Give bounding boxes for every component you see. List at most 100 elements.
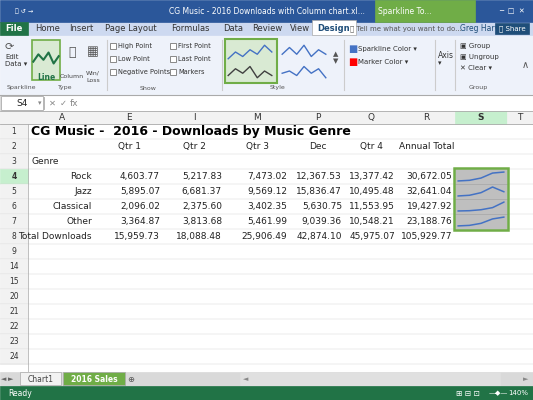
Bar xyxy=(0,124,533,139)
Bar xyxy=(0,22,28,35)
Bar xyxy=(290,111,345,124)
Text: 24: 24 xyxy=(9,352,19,361)
Bar xyxy=(0,349,28,364)
Text: ►: ► xyxy=(523,376,528,382)
Text: R: R xyxy=(423,113,430,122)
Bar xyxy=(0,304,533,319)
Bar xyxy=(375,0,475,22)
Text: 🔗 Share: 🔗 Share xyxy=(499,25,526,32)
Bar xyxy=(0,199,533,214)
Bar xyxy=(0,35,533,95)
Bar xyxy=(0,154,28,169)
Text: 4: 4 xyxy=(11,172,17,181)
Text: 32,641.04: 32,641.04 xyxy=(407,187,452,196)
Bar xyxy=(110,69,116,75)
Text: Style: Style xyxy=(270,86,286,90)
Bar xyxy=(0,229,28,244)
Text: 23: 23 xyxy=(9,337,19,346)
Text: 11,553.95: 11,553.95 xyxy=(349,202,395,211)
Text: ▲
▼: ▲ ▼ xyxy=(333,52,338,64)
Bar xyxy=(20,372,61,385)
Text: Classical: Classical xyxy=(53,202,92,211)
Text: 3,364.87: 3,364.87 xyxy=(120,217,160,226)
Bar xyxy=(0,289,28,304)
Text: 9,569.12: 9,569.12 xyxy=(247,187,287,196)
Text: 42,874.10: 42,874.10 xyxy=(296,232,342,241)
Text: E: E xyxy=(126,113,132,122)
Bar xyxy=(0,111,28,124)
Bar xyxy=(0,139,28,154)
Bar xyxy=(0,154,533,169)
Text: 15,959.73: 15,959.73 xyxy=(114,232,160,241)
Bar xyxy=(240,372,500,386)
Text: ■: ■ xyxy=(348,44,357,54)
Text: 14: 14 xyxy=(9,262,19,271)
Text: 21: 21 xyxy=(9,307,19,316)
Bar xyxy=(1,96,43,110)
Text: CG Music -  2016 - Downloads by Music Genre: CG Music - 2016 - Downloads by Music Gen… xyxy=(31,125,351,138)
Text: High Point: High Point xyxy=(118,43,152,49)
Text: 4,603.77: 4,603.77 xyxy=(120,172,160,181)
Text: Axis: Axis xyxy=(438,50,454,60)
Bar xyxy=(32,40,60,80)
Text: 140%: 140% xyxy=(508,390,528,396)
Text: 6,681.37: 6,681.37 xyxy=(182,187,222,196)
Text: ►: ► xyxy=(9,376,14,382)
Text: 7,473.02: 7,473.02 xyxy=(247,172,287,181)
Text: Genre: Genre xyxy=(31,157,59,166)
Text: Q: Q xyxy=(368,113,375,122)
Bar xyxy=(170,43,176,49)
Text: 19,427.92: 19,427.92 xyxy=(407,202,452,211)
Bar xyxy=(0,95,533,111)
Text: 22: 22 xyxy=(9,322,19,331)
Bar xyxy=(0,289,533,304)
Bar xyxy=(0,259,533,274)
Bar xyxy=(0,274,533,289)
Bar xyxy=(110,43,116,49)
Text: 8: 8 xyxy=(12,232,17,241)
Text: 12,367.53: 12,367.53 xyxy=(296,172,342,181)
Text: ▾: ▾ xyxy=(38,100,42,106)
Bar xyxy=(170,69,176,75)
Text: Qtr 4: Qtr 4 xyxy=(360,142,383,151)
Text: 30,672.05: 30,672.05 xyxy=(406,172,452,181)
Text: 2016 Sales: 2016 Sales xyxy=(71,374,117,384)
Text: 15,836.47: 15,836.47 xyxy=(296,187,342,196)
Text: ⊕: ⊕ xyxy=(128,374,135,384)
Bar xyxy=(163,111,225,124)
Bar xyxy=(0,184,533,199)
Bar xyxy=(0,22,533,35)
Text: CG Music - 2016 Downloads with Column chart.xl...: CG Music - 2016 Downloads with Column ch… xyxy=(168,6,365,16)
Bar xyxy=(28,111,95,124)
Text: T: T xyxy=(518,113,523,122)
Bar xyxy=(0,334,533,349)
Text: 1: 1 xyxy=(12,127,17,136)
Text: P: P xyxy=(315,113,320,122)
Text: 6: 6 xyxy=(12,202,17,211)
Text: 5,630.75: 5,630.75 xyxy=(302,202,342,211)
Bar xyxy=(0,111,533,124)
Text: 9,039.36: 9,039.36 xyxy=(302,217,342,226)
Text: Qtr 1: Qtr 1 xyxy=(117,142,141,151)
Bar xyxy=(0,334,28,349)
Text: 3,402.35: 3,402.35 xyxy=(247,202,287,211)
Bar xyxy=(0,139,533,154)
Text: Home: Home xyxy=(35,24,60,33)
Text: Chart1: Chart1 xyxy=(28,374,54,384)
Bar xyxy=(345,111,398,124)
Text: File: File xyxy=(5,24,23,33)
Bar xyxy=(398,111,455,124)
Text: Ready: Ready xyxy=(8,388,32,398)
Bar xyxy=(225,39,277,83)
Text: First Point: First Point xyxy=(178,43,211,49)
Bar xyxy=(0,319,533,334)
Bar xyxy=(0,0,533,22)
Text: 105,929.77: 105,929.77 xyxy=(400,232,452,241)
Text: Type: Type xyxy=(58,86,72,90)
Text: Sparkline To...: Sparkline To... xyxy=(378,6,432,16)
Text: S: S xyxy=(478,113,484,122)
Text: 2,096.02: 2,096.02 xyxy=(120,202,160,211)
Text: A: A xyxy=(59,113,64,122)
Bar xyxy=(0,349,533,364)
Text: Negative Points: Negative Points xyxy=(118,69,170,75)
